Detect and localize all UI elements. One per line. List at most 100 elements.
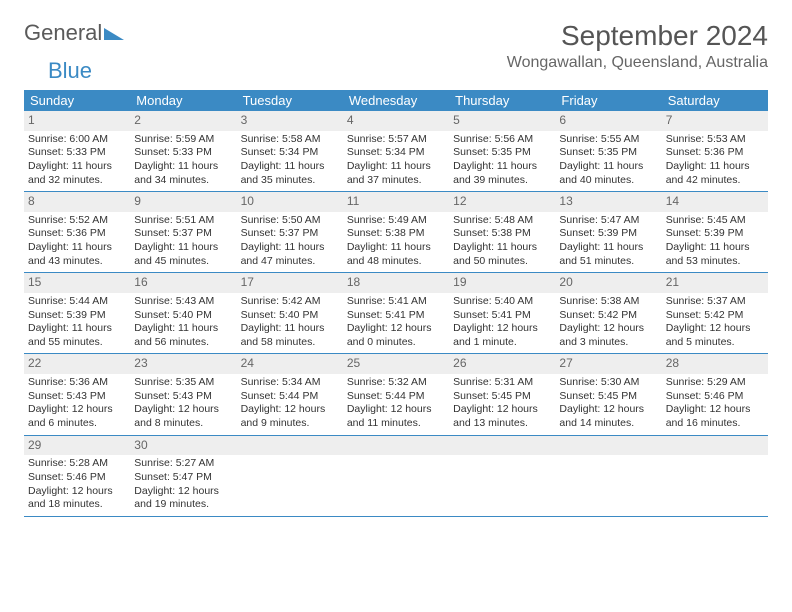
day-d2: and 51 minutes.	[559, 255, 657, 269]
day-d2: and 9 minutes.	[241, 417, 339, 431]
day-number: 3	[237, 111, 343, 131]
day-sunrise: Sunrise: 5:57 AM	[347, 133, 445, 147]
day-d1: Daylight: 11 hours	[347, 160, 445, 174]
day-sunrise: Sunrise: 5:53 AM	[666, 133, 764, 147]
calendar: SundayMondayTuesdayWednesdayThursdayFrid…	[24, 90, 768, 517]
day-number: 17	[237, 273, 343, 293]
day-d1: Daylight: 12 hours	[559, 322, 657, 336]
day-d1: Daylight: 12 hours	[453, 322, 551, 336]
day-d1: Daylight: 12 hours	[28, 485, 126, 499]
day-number: 24	[237, 354, 343, 374]
day-sunset: Sunset: 5:45 PM	[453, 390, 551, 404]
day-sunset: Sunset: 5:36 PM	[28, 227, 126, 241]
day-cell: 9Sunrise: 5:51 AMSunset: 5:37 PMDaylight…	[130, 192, 236, 272]
day-d2: and 32 minutes.	[28, 174, 126, 188]
day-d2: and 14 minutes.	[559, 417, 657, 431]
day-number: 10	[237, 192, 343, 212]
day-cell: 12Sunrise: 5:48 AMSunset: 5:38 PMDayligh…	[449, 192, 555, 272]
day-sunrise: Sunrise: 5:47 AM	[559, 214, 657, 228]
day-number: 4	[343, 111, 449, 131]
day-number: 15	[24, 273, 130, 293]
day-sunset: Sunset: 5:34 PM	[241, 146, 339, 160]
day-sunrise: Sunrise: 5:41 AM	[347, 295, 445, 309]
day-d1: Daylight: 12 hours	[347, 403, 445, 417]
day-sunset: Sunset: 5:35 PM	[453, 146, 551, 160]
day-number: 26	[449, 354, 555, 374]
day-sunset: Sunset: 5:40 PM	[134, 309, 232, 323]
day-sunrise: Sunrise: 5:38 AM	[559, 295, 657, 309]
day-cell	[449, 436, 555, 516]
day-d1: Daylight: 12 hours	[241, 403, 339, 417]
day-sunrise: Sunrise: 5:56 AM	[453, 133, 551, 147]
day-cell: 8Sunrise: 5:52 AMSunset: 5:36 PMDaylight…	[24, 192, 130, 272]
weekday-header: Saturday	[662, 90, 768, 111]
weekday-header: Sunday	[24, 90, 130, 111]
month-title: September 2024	[507, 20, 768, 52]
weekday-header: Thursday	[449, 90, 555, 111]
day-cell: 17Sunrise: 5:42 AMSunset: 5:40 PMDayligh…	[237, 273, 343, 353]
day-cell	[555, 436, 661, 516]
day-cell: 2Sunrise: 5:59 AMSunset: 5:33 PMDaylight…	[130, 111, 236, 191]
day-number: 7	[662, 111, 768, 131]
day-d2: and 3 minutes.	[559, 336, 657, 350]
day-cell: 5Sunrise: 5:56 AMSunset: 5:35 PMDaylight…	[449, 111, 555, 191]
day-sunset: Sunset: 5:43 PM	[134, 390, 232, 404]
day-number: 1	[24, 111, 130, 131]
day-d1: Daylight: 12 hours	[134, 485, 232, 499]
day-d2: and 55 minutes.	[28, 336, 126, 350]
day-sunset: Sunset: 5:44 PM	[241, 390, 339, 404]
day-d1: Daylight: 11 hours	[347, 241, 445, 255]
day-sunset: Sunset: 5:39 PM	[559, 227, 657, 241]
day-sunset: Sunset: 5:36 PM	[666, 146, 764, 160]
day-d1: Daylight: 12 hours	[666, 403, 764, 417]
day-sunrise: Sunrise: 5:45 AM	[666, 214, 764, 228]
day-number: 2	[130, 111, 236, 131]
day-number: 22	[24, 354, 130, 374]
day-cell: 15Sunrise: 5:44 AMSunset: 5:39 PMDayligh…	[24, 273, 130, 353]
day-d1: Daylight: 12 hours	[559, 403, 657, 417]
day-number	[449, 436, 555, 456]
day-sunrise: Sunrise: 5:31 AM	[453, 376, 551, 390]
day-sunrise: Sunrise: 5:50 AM	[241, 214, 339, 228]
day-cell: 6Sunrise: 5:55 AMSunset: 5:35 PMDaylight…	[555, 111, 661, 191]
day-d2: and 50 minutes.	[453, 255, 551, 269]
week-row: 22Sunrise: 5:36 AMSunset: 5:43 PMDayligh…	[24, 354, 768, 435]
day-sunrise: Sunrise: 5:34 AM	[241, 376, 339, 390]
logo-text-2: Blue	[48, 58, 92, 83]
day-sunrise: Sunrise: 5:28 AM	[28, 457, 126, 471]
day-d2: and 37 minutes.	[347, 174, 445, 188]
day-d2: and 11 minutes.	[347, 417, 445, 431]
day-cell: 27Sunrise: 5:30 AMSunset: 5:45 PMDayligh…	[555, 354, 661, 434]
day-number: 25	[343, 354, 449, 374]
day-sunset: Sunset: 5:40 PM	[241, 309, 339, 323]
day-sunrise: Sunrise: 5:30 AM	[559, 376, 657, 390]
day-sunset: Sunset: 5:37 PM	[241, 227, 339, 241]
day-sunrise: Sunrise: 5:27 AM	[134, 457, 232, 471]
week-row: 29Sunrise: 5:28 AMSunset: 5:46 PMDayligh…	[24, 436, 768, 517]
day-sunset: Sunset: 5:43 PM	[28, 390, 126, 404]
day-number: 16	[130, 273, 236, 293]
day-d1: Daylight: 11 hours	[453, 160, 551, 174]
day-number: 6	[555, 111, 661, 131]
day-d1: Daylight: 11 hours	[28, 322, 126, 336]
day-cell: 16Sunrise: 5:43 AMSunset: 5:40 PMDayligh…	[130, 273, 236, 353]
day-sunrise: Sunrise: 6:00 AM	[28, 133, 126, 147]
day-sunset: Sunset: 5:41 PM	[347, 309, 445, 323]
day-cell: 4Sunrise: 5:57 AMSunset: 5:34 PMDaylight…	[343, 111, 449, 191]
day-number: 9	[130, 192, 236, 212]
day-cell: 1Sunrise: 6:00 AMSunset: 5:33 PMDaylight…	[24, 111, 130, 191]
day-cell: 13Sunrise: 5:47 AMSunset: 5:39 PMDayligh…	[555, 192, 661, 272]
day-number: 28	[662, 354, 768, 374]
day-d1: Daylight: 11 hours	[666, 241, 764, 255]
day-d2: and 5 minutes.	[666, 336, 764, 350]
day-sunrise: Sunrise: 5:51 AM	[134, 214, 232, 228]
day-cell: 30Sunrise: 5:27 AMSunset: 5:47 PMDayligh…	[130, 436, 236, 516]
day-d1: Daylight: 12 hours	[453, 403, 551, 417]
logo-arrow-icon	[104, 20, 124, 46]
day-d1: Daylight: 12 hours	[666, 322, 764, 336]
day-d2: and 48 minutes.	[347, 255, 445, 269]
day-d2: and 0 minutes.	[347, 336, 445, 350]
day-sunrise: Sunrise: 5:29 AM	[666, 376, 764, 390]
weekday-header: Monday	[130, 90, 236, 111]
day-cell: 21Sunrise: 5:37 AMSunset: 5:42 PMDayligh…	[662, 273, 768, 353]
